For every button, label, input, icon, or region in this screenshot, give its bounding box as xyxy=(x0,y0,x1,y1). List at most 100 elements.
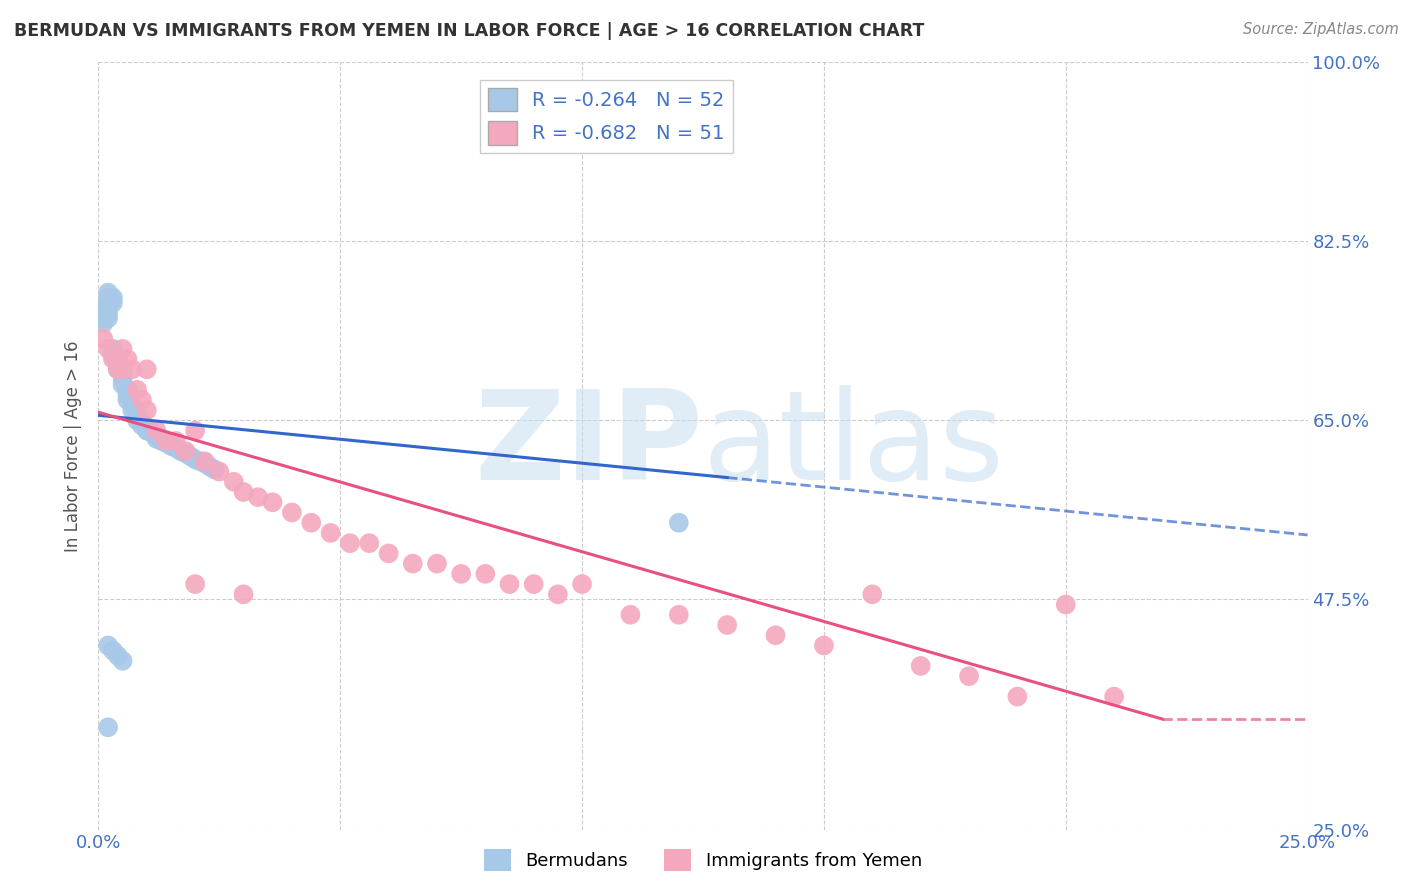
Point xyxy=(160,439,183,453)
Point xyxy=(184,452,207,467)
Point xyxy=(402,557,425,571)
Point xyxy=(101,347,124,361)
Point xyxy=(101,342,124,356)
Point xyxy=(121,362,143,376)
Point xyxy=(174,444,197,458)
Point xyxy=(101,643,124,657)
Point xyxy=(204,462,226,476)
Point xyxy=(523,577,546,591)
Point xyxy=(141,425,163,440)
Point xyxy=(135,420,157,434)
Point xyxy=(910,659,932,673)
Point xyxy=(247,490,270,504)
Point xyxy=(131,392,153,407)
Point xyxy=(117,392,139,407)
Y-axis label: In Labor Force | Age > 16: In Labor Force | Age > 16 xyxy=(65,340,83,552)
Point xyxy=(198,459,221,474)
Point xyxy=(117,383,139,397)
Point xyxy=(165,441,187,455)
Point xyxy=(339,536,361,550)
Point xyxy=(91,306,114,320)
Point xyxy=(101,352,124,367)
Point xyxy=(111,654,134,668)
Point xyxy=(174,446,197,460)
Point xyxy=(860,587,883,601)
Point xyxy=(426,557,449,571)
Point xyxy=(101,295,124,310)
Point xyxy=(668,516,690,530)
Point xyxy=(299,516,322,530)
Point xyxy=(127,383,149,397)
Point xyxy=(127,413,149,427)
Point xyxy=(957,669,980,683)
Point xyxy=(188,454,211,468)
Point xyxy=(1007,690,1029,704)
Point xyxy=(232,587,254,601)
Point xyxy=(97,295,120,310)
Point xyxy=(208,465,231,479)
Point xyxy=(319,525,342,540)
Point xyxy=(668,873,690,888)
Point xyxy=(121,403,143,417)
Point xyxy=(97,301,120,315)
Point xyxy=(111,368,134,382)
Text: BERMUDAN VS IMMIGRANTS FROM YEMEN IN LABOR FORCE | AGE > 16 CORRELATION CHART: BERMUDAN VS IMMIGRANTS FROM YEMEN IN LAB… xyxy=(14,22,924,40)
Point xyxy=(111,372,134,386)
Point xyxy=(145,424,167,438)
Point xyxy=(131,418,153,433)
Point xyxy=(222,475,245,489)
Text: atlas: atlas xyxy=(703,385,1005,507)
Point xyxy=(111,362,134,376)
Text: Source: ZipAtlas.com: Source: ZipAtlas.com xyxy=(1243,22,1399,37)
Point xyxy=(135,362,157,376)
Point xyxy=(127,409,149,423)
Point xyxy=(97,720,120,734)
Point xyxy=(117,352,139,367)
Point xyxy=(498,577,520,591)
Point xyxy=(571,577,593,591)
Point xyxy=(179,449,201,463)
Point xyxy=(97,311,120,326)
Point xyxy=(131,416,153,430)
Point xyxy=(135,424,157,438)
Point xyxy=(111,342,134,356)
Point xyxy=(765,628,787,642)
Point xyxy=(150,434,173,448)
Point xyxy=(117,388,139,402)
Point xyxy=(91,316,114,330)
Point xyxy=(97,306,120,320)
Point xyxy=(184,577,207,591)
Point xyxy=(107,362,129,376)
Point xyxy=(101,291,124,305)
Point xyxy=(145,429,167,443)
Point xyxy=(135,403,157,417)
Point xyxy=(619,607,641,622)
Point xyxy=(194,454,217,468)
Point xyxy=(155,436,177,450)
Point xyxy=(359,536,381,550)
Point xyxy=(377,546,399,560)
Point xyxy=(97,639,120,653)
Text: ZIP: ZIP xyxy=(474,385,703,507)
Point xyxy=(169,444,191,458)
Point xyxy=(91,332,114,346)
Point xyxy=(107,362,129,376)
Point xyxy=(97,342,120,356)
Point xyxy=(184,424,207,438)
Point xyxy=(91,311,114,326)
Point xyxy=(107,357,129,371)
Point xyxy=(97,291,120,305)
Point xyxy=(107,352,129,367)
Legend: Bermudans, Immigrants from Yemen: Bermudans, Immigrants from Yemen xyxy=(477,842,929,879)
Point xyxy=(111,377,134,392)
Point xyxy=(194,456,217,470)
Point xyxy=(121,398,143,412)
Point xyxy=(813,639,835,653)
Point xyxy=(1102,690,1125,704)
Point xyxy=(262,495,284,509)
Point xyxy=(232,485,254,500)
Point xyxy=(165,434,187,448)
Point xyxy=(91,301,114,315)
Point xyxy=(107,648,129,663)
Legend: R = -0.264   N = 52, R = -0.682   N = 51: R = -0.264 N = 52, R = -0.682 N = 51 xyxy=(479,79,733,153)
